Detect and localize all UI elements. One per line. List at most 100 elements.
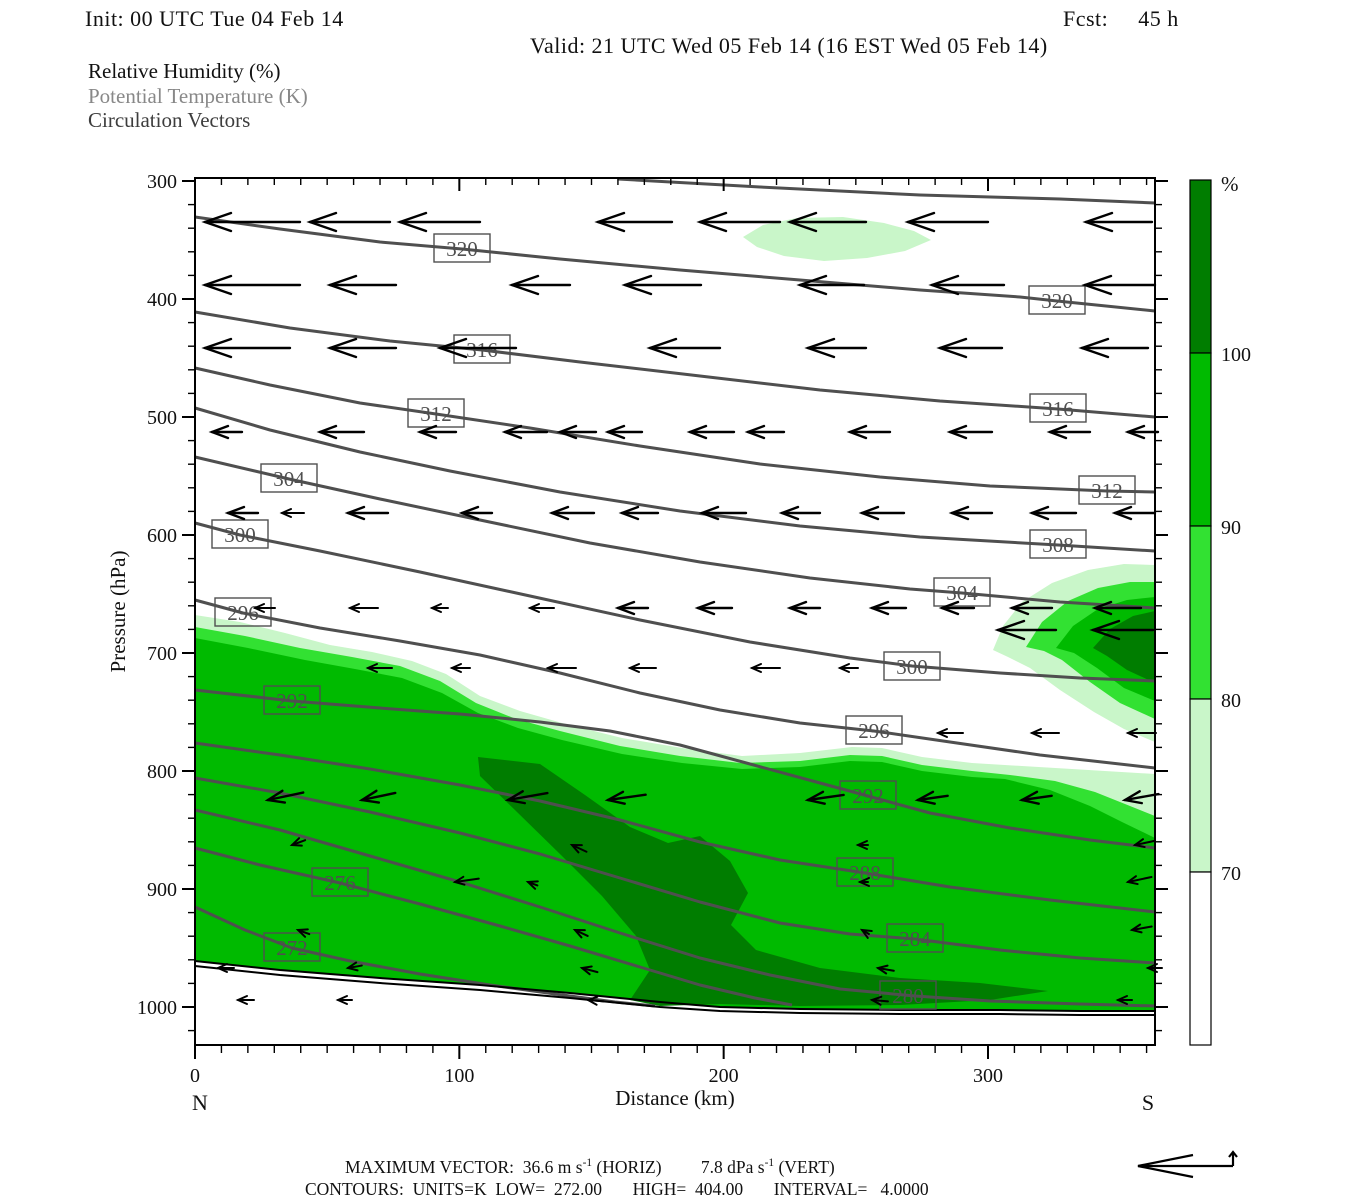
y-tick-label: 400 bbox=[147, 289, 177, 311]
colorbar-segment bbox=[1189, 179, 1212, 354]
colorbar-segment bbox=[1189, 525, 1212, 700]
contour-label-276: 276 bbox=[324, 871, 356, 895]
contour-label-box-280 bbox=[879, 980, 937, 1010]
vector-arrow bbox=[914, 790, 949, 805]
contour-label-304: 304 bbox=[273, 467, 305, 491]
terrain-line bbox=[194, 960, 1155, 1012]
vector-arrow bbox=[416, 424, 458, 440]
vector-arrow bbox=[614, 600, 650, 616]
vector-arrow bbox=[501, 424, 549, 440]
vector-arrow bbox=[1078, 337, 1150, 359]
vector-arrow bbox=[869, 995, 889, 1006]
vector-arrow bbox=[358, 789, 397, 804]
theta-contour-296 bbox=[194, 598, 1156, 770]
colorbar-segment bbox=[1189, 352, 1212, 527]
vector-arrow bbox=[928, 274, 1006, 296]
field-label-potential-temperature: Potential Temperature (K) bbox=[88, 84, 308, 108]
y-axis-title: Pressure (hPa) bbox=[106, 551, 130, 673]
vector-arrow bbox=[948, 505, 994, 521]
x-tick-label: 300 bbox=[973, 1065, 1003, 1087]
vector-arrow bbox=[525, 880, 539, 890]
contour-label-box-300 bbox=[211, 519, 269, 549]
contour-label-292: 292 bbox=[276, 689, 308, 713]
vector-arrow bbox=[1081, 274, 1157, 296]
max-vector-horiz-text: MAXIMUM VECTOR: 36.6 m s bbox=[345, 1157, 583, 1177]
vector-arrow bbox=[804, 790, 845, 805]
max-vector-vert-text: (HORIZ) 7.8 dPa s bbox=[592, 1157, 765, 1177]
surface-terrain-line bbox=[194, 960, 1155, 1016]
vector-arrow bbox=[846, 424, 892, 440]
vector-arrow bbox=[936, 337, 1004, 359]
contour-label-316: 316 bbox=[466, 338, 498, 362]
vector-arrow bbox=[295, 928, 311, 938]
vector-arrow bbox=[1132, 838, 1156, 849]
theta-contour-320 bbox=[194, 215, 1156, 313]
theta-contour-308 bbox=[194, 406, 1156, 553]
x-tick-label: 0 bbox=[190, 1065, 200, 1087]
theta-contour-324 bbox=[617, 177, 1156, 205]
vector-arrow bbox=[1046, 424, 1092, 440]
valid-time-label: Valid: 21 UTC Wed 05 Feb 14 (16 EST Wed … bbox=[530, 33, 1048, 58]
contour-label-272: 272 bbox=[276, 936, 308, 960]
y-tick-label: 800 bbox=[147, 761, 177, 783]
vector-arrow bbox=[335, 995, 353, 1005]
vector-arrow bbox=[857, 877, 870, 887]
contour-label-296: 296 bbox=[227, 601, 259, 625]
contour-label-304: 304 bbox=[946, 581, 978, 605]
vector-arrow bbox=[585, 995, 605, 1006]
theta-contour-284 bbox=[194, 776, 1156, 965]
x-axis-end-label-north: N bbox=[192, 1090, 208, 1115]
vector-arrow bbox=[694, 600, 734, 616]
contour-label-box-276 bbox=[311, 867, 369, 897]
humidity-colorbar: 100 90 80 70% bbox=[1189, 172, 1251, 1046]
vector-arrow bbox=[208, 424, 244, 440]
vector-arrow bbox=[994, 619, 1058, 641]
y-tick-label: 300 bbox=[147, 171, 177, 193]
vector-arrow bbox=[235, 995, 255, 1005]
theta-contour-292 bbox=[194, 688, 1156, 850]
vector-arrow bbox=[935, 728, 964, 738]
contour-label-280: 280 bbox=[892, 984, 924, 1008]
vector-arrow bbox=[289, 837, 307, 847]
field-label-circulation-vectors: Circulation Vectors bbox=[88, 108, 251, 132]
contour-label-box-296 bbox=[845, 715, 903, 745]
vector-arrow bbox=[279, 508, 305, 518]
contour-label-300: 300 bbox=[896, 655, 928, 679]
contour-label-308: 308 bbox=[1042, 533, 1074, 557]
x-axis-end-label-south: S bbox=[1142, 1090, 1154, 1115]
vector-arrow bbox=[436, 337, 518, 359]
contour-label-300: 300 bbox=[224, 523, 256, 547]
vector-arrow bbox=[344, 505, 390, 521]
contour-label-box-304 bbox=[260, 463, 318, 493]
rh-region-main-saturated-core bbox=[478, 757, 1048, 1006]
vector-arrow bbox=[458, 505, 494, 521]
vector-arrow bbox=[646, 337, 722, 359]
superscript-minus-one: -1 bbox=[582, 1157, 593, 1170]
contour-label-box-308 bbox=[1029, 529, 1087, 559]
colorbar-tick-label: 90 bbox=[1221, 517, 1241, 539]
contour-label-296: 296 bbox=[858, 719, 890, 743]
contour-label-box-288 bbox=[836, 857, 894, 887]
x-tick-label: 100 bbox=[444, 1065, 474, 1087]
colorbar-tick-label: 80 bbox=[1221, 690, 1241, 712]
y-tick-label: 700 bbox=[147, 643, 177, 665]
theta-contour-288 bbox=[194, 741, 1156, 914]
vector-arrow bbox=[569, 843, 588, 854]
vector-arrow bbox=[545, 663, 577, 673]
vector-arrow bbox=[627, 663, 657, 673]
vector-arrow bbox=[698, 505, 748, 521]
vector-arrow bbox=[1028, 505, 1078, 521]
vector-arrow bbox=[604, 790, 647, 805]
theta-contour-316 bbox=[194, 310, 1156, 419]
theta-contour-276 bbox=[194, 846, 793, 1007]
vector-arrow bbox=[904, 211, 990, 233]
contour-label-316: 316 bbox=[1042, 397, 1074, 421]
colorbar-tick-label: 70 bbox=[1221, 863, 1241, 885]
vector-arrow bbox=[1091, 600, 1143, 616]
terrain-line bbox=[194, 965, 1155, 1016]
colorbar-tick-label: 100 bbox=[1221, 344, 1251, 366]
vector-arrow bbox=[556, 424, 598, 440]
vector-arrow bbox=[316, 424, 366, 440]
contour-label-box-304 bbox=[933, 577, 991, 607]
